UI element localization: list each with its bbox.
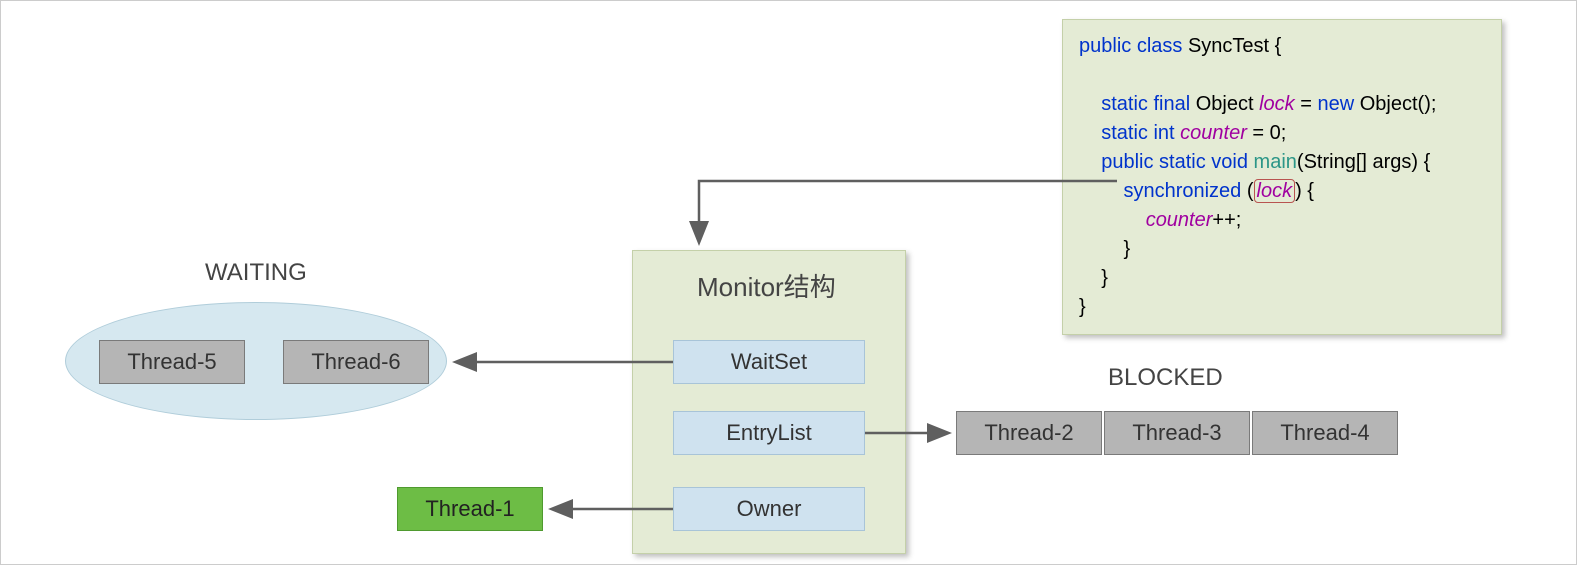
thread-6-box: Thread-6: [283, 340, 429, 384]
thread-2-label: Thread-2: [984, 420, 1073, 446]
code-txt: = 0;: [1247, 122, 1286, 144]
waiting-label: WAITING: [205, 259, 307, 287]
code-txt: ) {: [1295, 180, 1314, 202]
code-kw: static final: [1101, 93, 1190, 115]
code-panel: public class SyncTest { static final Obj…: [1062, 19, 1502, 335]
code-lock-circled: lock: [1254, 179, 1296, 203]
code-kw: new: [1317, 93, 1354, 115]
entrylist-label: EntryList: [726, 420, 812, 446]
thread-6-label: Thread-6: [311, 349, 400, 375]
code-txt: (: [1241, 180, 1253, 202]
code-fn: main: [1254, 151, 1297, 173]
code-txt: ++;: [1212, 209, 1241, 231]
code-kw: static int: [1101, 122, 1174, 144]
code-txt: (String[] args) {: [1297, 151, 1430, 173]
thread-3-label: Thread-3: [1132, 420, 1221, 446]
code-id: counter: [1146, 209, 1213, 231]
code-txt: Object: [1190, 93, 1259, 115]
code-txt: }: [1123, 238, 1130, 260]
entrylist-box: EntryList: [673, 411, 865, 455]
thread-5-label: Thread-5: [127, 349, 216, 375]
owner-label: Owner: [737, 496, 802, 522]
diagram-canvas: WAITING Thread-5 Thread-6 Monitor结构 Wait…: [0, 0, 1577, 565]
thread-4-label: Thread-4: [1280, 420, 1369, 446]
thread-5-box: Thread-5: [99, 340, 245, 384]
thread-3-box: Thread-3: [1104, 411, 1250, 455]
thread-4-box: Thread-4: [1252, 411, 1398, 455]
monitor-title: Monitor结构: [697, 267, 836, 304]
code-txt: }: [1101, 267, 1108, 289]
thread-1-box: Thread-1: [397, 487, 543, 531]
code-id: counter: [1180, 122, 1247, 144]
code-txt: }: [1079, 296, 1086, 318]
code-txt: =: [1295, 93, 1318, 115]
thread-1-label: Thread-1: [425, 496, 514, 522]
waitset-box: WaitSet: [673, 340, 865, 384]
code-txt: SyncTest {: [1182, 35, 1281, 57]
code-kw: synchronized: [1123, 180, 1241, 202]
code-id: lock: [1259, 93, 1295, 115]
thread-2-box: Thread-2: [956, 411, 1102, 455]
waitset-label: WaitSet: [731, 349, 807, 375]
blocked-label: BLOCKED: [1108, 364, 1223, 392]
code-kw: public static void: [1101, 151, 1248, 173]
code-kw: public class: [1079, 35, 1182, 57]
owner-box: Owner: [673, 487, 865, 531]
code-txt: Object();: [1354, 93, 1436, 115]
